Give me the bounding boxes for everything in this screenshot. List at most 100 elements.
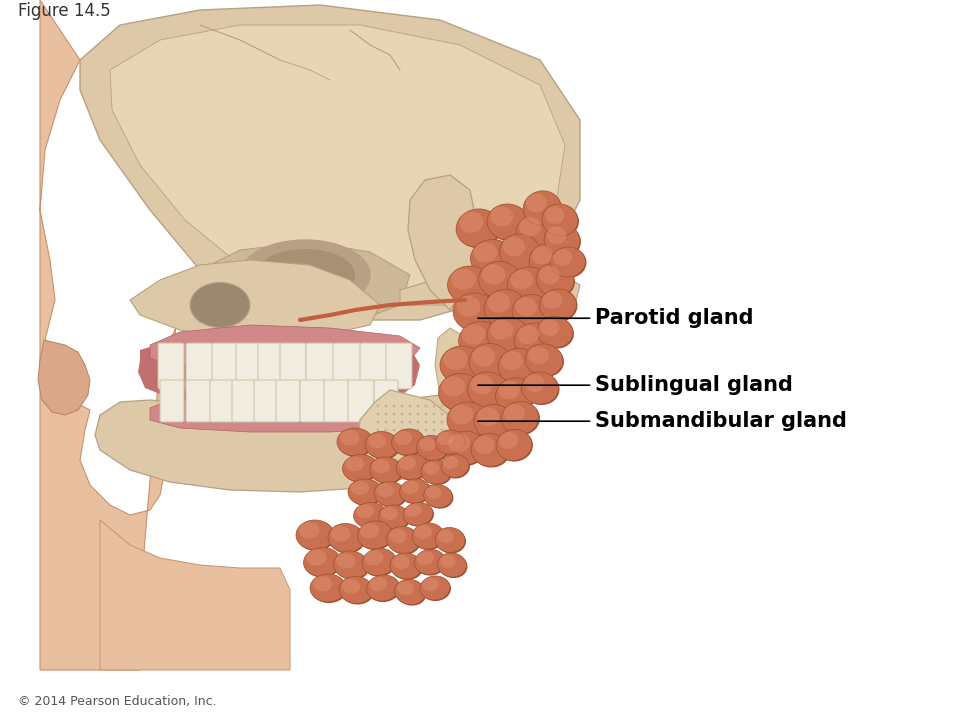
Ellipse shape: [433, 413, 436, 415]
Ellipse shape: [417, 413, 420, 415]
Ellipse shape: [538, 318, 574, 348]
Polygon shape: [95, 395, 465, 492]
Ellipse shape: [516, 215, 556, 250]
Ellipse shape: [487, 204, 529, 240]
Ellipse shape: [433, 428, 436, 431]
Ellipse shape: [517, 215, 557, 251]
Ellipse shape: [537, 264, 575, 297]
Ellipse shape: [409, 436, 412, 439]
Ellipse shape: [400, 480, 431, 504]
Ellipse shape: [470, 374, 493, 395]
Ellipse shape: [403, 503, 433, 526]
Ellipse shape: [544, 207, 564, 224]
Ellipse shape: [385, 452, 388, 456]
Ellipse shape: [418, 436, 448, 462]
Ellipse shape: [396, 454, 428, 480]
Ellipse shape: [350, 481, 370, 495]
Polygon shape: [358, 390, 458, 480]
Ellipse shape: [532, 246, 553, 264]
Ellipse shape: [433, 405, 436, 408]
Ellipse shape: [553, 249, 572, 266]
Ellipse shape: [473, 242, 497, 263]
Ellipse shape: [387, 526, 420, 554]
Ellipse shape: [435, 430, 465, 454]
Ellipse shape: [439, 554, 468, 578]
Ellipse shape: [393, 461, 396, 464]
Ellipse shape: [310, 574, 346, 602]
Ellipse shape: [420, 576, 450, 600]
Polygon shape: [38, 340, 90, 415]
Ellipse shape: [517, 325, 539, 344]
Ellipse shape: [349, 480, 383, 506]
Ellipse shape: [417, 405, 420, 408]
Ellipse shape: [487, 317, 529, 353]
Ellipse shape: [551, 248, 587, 278]
Ellipse shape: [539, 266, 560, 284]
Ellipse shape: [470, 344, 512, 382]
Ellipse shape: [451, 269, 475, 289]
Ellipse shape: [396, 580, 426, 606]
Ellipse shape: [374, 482, 406, 507]
Ellipse shape: [513, 295, 553, 330]
Ellipse shape: [365, 431, 399, 459]
Ellipse shape: [540, 290, 578, 322]
Polygon shape: [138, 332, 420, 405]
Ellipse shape: [416, 550, 446, 575]
Ellipse shape: [376, 405, 379, 408]
Ellipse shape: [507, 267, 549, 303]
Ellipse shape: [360, 523, 379, 539]
Ellipse shape: [367, 575, 399, 601]
Ellipse shape: [512, 294, 552, 330]
Polygon shape: [150, 400, 420, 432]
Ellipse shape: [400, 452, 403, 456]
Ellipse shape: [540, 289, 577, 321]
Ellipse shape: [240, 240, 370, 310]
Ellipse shape: [379, 506, 411, 530]
Ellipse shape: [417, 436, 420, 439]
Ellipse shape: [523, 191, 561, 225]
Ellipse shape: [526, 194, 546, 212]
FancyBboxPatch shape: [348, 380, 374, 422]
Ellipse shape: [550, 247, 586, 277]
Ellipse shape: [468, 372, 509, 408]
Ellipse shape: [441, 413, 444, 415]
Ellipse shape: [400, 444, 403, 448]
Text: Sublingual gland: Sublingual gland: [478, 375, 793, 395]
Ellipse shape: [385, 428, 388, 431]
Ellipse shape: [536, 264, 574, 297]
Ellipse shape: [498, 348, 538, 384]
Ellipse shape: [389, 528, 407, 544]
Ellipse shape: [396, 581, 414, 595]
Ellipse shape: [362, 549, 396, 575]
Ellipse shape: [404, 503, 434, 526]
Ellipse shape: [499, 349, 539, 384]
Ellipse shape: [433, 469, 436, 472]
Polygon shape: [100, 520, 290, 670]
Ellipse shape: [502, 402, 540, 436]
Ellipse shape: [456, 296, 481, 317]
Ellipse shape: [413, 524, 445, 550]
Ellipse shape: [363, 549, 396, 577]
FancyBboxPatch shape: [306, 343, 334, 389]
Ellipse shape: [477, 407, 499, 426]
Ellipse shape: [514, 323, 554, 357]
Ellipse shape: [468, 373, 510, 409]
Ellipse shape: [393, 469, 396, 472]
Ellipse shape: [500, 235, 541, 271]
Ellipse shape: [459, 212, 484, 233]
FancyBboxPatch shape: [254, 380, 278, 422]
Ellipse shape: [441, 405, 444, 408]
Ellipse shape: [328, 523, 364, 552]
Ellipse shape: [525, 344, 563, 376]
Ellipse shape: [460, 323, 502, 359]
Ellipse shape: [480, 263, 522, 300]
Ellipse shape: [330, 526, 350, 541]
Ellipse shape: [537, 316, 573, 348]
Ellipse shape: [400, 436, 403, 439]
Ellipse shape: [393, 555, 410, 570]
Ellipse shape: [544, 224, 580, 256]
Ellipse shape: [442, 456, 470, 479]
Ellipse shape: [372, 459, 390, 473]
Ellipse shape: [522, 373, 560, 405]
FancyBboxPatch shape: [374, 380, 398, 422]
